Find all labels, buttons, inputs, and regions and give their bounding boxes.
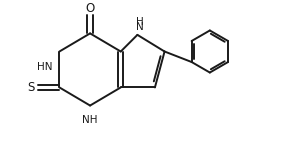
Text: NH: NH bbox=[82, 115, 98, 125]
Text: O: O bbox=[86, 2, 95, 15]
Text: H: H bbox=[136, 17, 144, 27]
Text: S: S bbox=[27, 81, 35, 94]
Text: HN: HN bbox=[37, 62, 53, 72]
Text: N: N bbox=[136, 22, 144, 32]
